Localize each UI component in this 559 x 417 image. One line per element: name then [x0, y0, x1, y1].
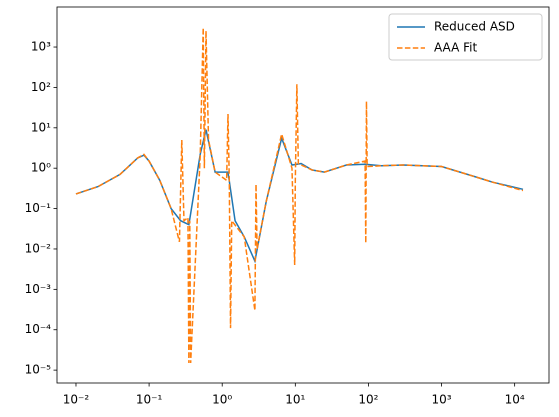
x-tick-label: 10³ — [431, 393, 451, 407]
y-tick-label: 10¹ — [31, 120, 51, 134]
x-tick-label: 10⁻² — [63, 393, 90, 407]
y-tick-label: 10⁻⁵ — [25, 363, 52, 377]
y-tick-label: 10⁰ — [31, 161, 51, 175]
y-tick-label: 10³ — [31, 40, 51, 54]
x-tick-label: 10¹ — [285, 393, 305, 407]
y-tick-label: 10⁻² — [25, 241, 52, 255]
y-tick-label: 10² — [31, 80, 51, 94]
x-tick-label: 10⁰ — [212, 393, 232, 407]
series-line — [75, 129, 524, 264]
y-tick-label: 10⁻³ — [25, 282, 52, 296]
axes-frame — [56, 6, 550, 384]
legend-box — [388, 13, 543, 61]
legend-label: Reduced ASD — [434, 20, 515, 34]
x-tick-label: 10² — [358, 393, 378, 407]
legend-label: AAA Fit — [434, 41, 477, 55]
y-tick-label: 10⁻¹ — [25, 201, 52, 215]
x-tick-label: 10⁻¹ — [136, 393, 163, 407]
y-tick-label: 10⁻⁴ — [25, 322, 52, 336]
x-tick-label: 10⁴ — [505, 393, 525, 407]
series-line — [75, 27, 524, 364]
